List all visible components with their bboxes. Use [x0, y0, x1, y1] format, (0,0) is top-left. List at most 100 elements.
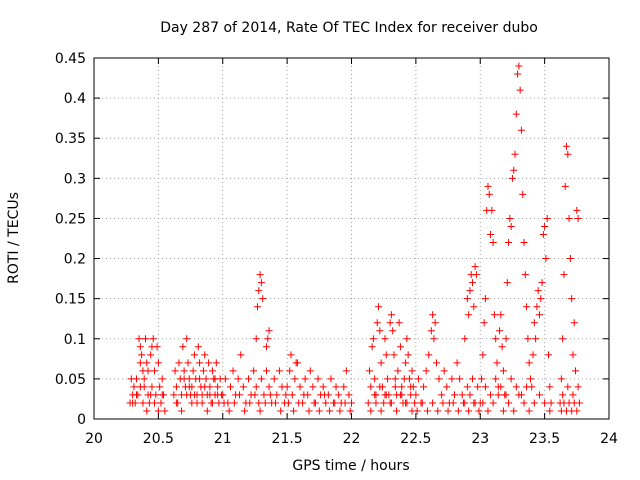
data-point — [517, 126, 525, 134]
data-point — [470, 303, 478, 311]
data-point — [510, 166, 518, 174]
data-point — [458, 391, 466, 399]
data-point — [521, 271, 529, 279]
data-point — [565, 214, 573, 222]
data-point — [484, 182, 492, 190]
y-tick-label: 0.2 — [64, 252, 86, 268]
data-point — [519, 190, 527, 198]
data-point — [320, 391, 328, 399]
data-point — [220, 399, 228, 407]
data-point — [292, 359, 300, 367]
x-tick-label: 22.5 — [400, 431, 431, 447]
data-point — [259, 295, 267, 303]
data-point — [574, 383, 582, 391]
data-point — [403, 335, 411, 343]
data-point — [569, 391, 577, 399]
data-point — [475, 407, 483, 415]
data-point — [201, 351, 209, 359]
data-point — [454, 407, 462, 415]
data-point — [566, 255, 574, 263]
y-tick-label: 0.45 — [55, 51, 86, 67]
data-point — [136, 359, 144, 367]
data-point — [391, 375, 399, 383]
data-point — [537, 295, 545, 303]
grid-lines — [94, 58, 609, 419]
data-point — [179, 343, 187, 351]
data-point — [381, 391, 389, 399]
data-point — [147, 351, 155, 359]
data-point — [326, 407, 334, 415]
data-point — [487, 391, 495, 399]
data-point — [561, 182, 569, 190]
data-point — [270, 375, 278, 383]
data-point — [185, 383, 193, 391]
data-point — [376, 327, 384, 335]
data-point — [319, 383, 327, 391]
data-point — [387, 311, 395, 319]
data-point — [390, 351, 398, 359]
data-point — [180, 367, 188, 375]
data-point — [505, 399, 513, 407]
x-tick-label: 22 — [343, 431, 361, 447]
data-point — [265, 327, 273, 335]
data-point — [402, 359, 410, 367]
data-point — [158, 391, 166, 399]
x-tick-label: 24 — [600, 431, 618, 447]
data-point — [288, 391, 296, 399]
data-point — [394, 367, 402, 375]
data-point — [310, 399, 318, 407]
y-axis-ticks: 0 0.05 0.1 0.15 0.2 0.25 0.3 0.35 0.4 0.45 — [55, 51, 609, 428]
data-point — [381, 335, 389, 343]
data-point — [386, 319, 394, 327]
data-point — [525, 359, 533, 367]
data-point — [573, 206, 581, 214]
data-point — [261, 399, 269, 407]
data-point — [189, 367, 197, 375]
data-point — [505, 239, 513, 247]
data-point — [440, 367, 448, 375]
data-point — [371, 375, 379, 383]
data-point — [481, 383, 489, 391]
data-point — [480, 319, 488, 327]
data-point — [331, 399, 339, 407]
data-point — [407, 383, 415, 391]
y-tick-label: 0.15 — [55, 292, 86, 308]
data-point — [254, 303, 262, 311]
data-point — [546, 383, 554, 391]
data-point — [322, 399, 330, 407]
data-point — [219, 391, 227, 399]
data-point — [132, 391, 140, 399]
data-point — [257, 375, 265, 383]
data-point — [377, 407, 385, 415]
data-point — [284, 399, 292, 407]
data-point — [226, 383, 234, 391]
data-point — [507, 375, 515, 383]
data-point — [135, 335, 143, 343]
data-point — [256, 407, 264, 415]
data-point — [221, 375, 229, 383]
data-point — [346, 407, 354, 415]
data-point — [402, 399, 410, 407]
data-point — [314, 375, 322, 383]
y-axis-label: ROTI / TECUs — [6, 192, 22, 284]
data-point — [332, 383, 340, 391]
data-point — [564, 383, 572, 391]
data-point — [525, 407, 533, 415]
data-point — [175, 359, 183, 367]
data-point — [456, 375, 464, 383]
y-tick-label: 0.35 — [55, 131, 86, 147]
data-point — [393, 407, 401, 415]
data-point — [463, 295, 471, 303]
data-point — [523, 303, 531, 311]
y-tick-label: 0.4 — [64, 91, 86, 107]
data-point — [530, 399, 538, 407]
data-point — [466, 391, 474, 399]
data-point — [465, 407, 473, 415]
data-point — [507, 222, 515, 230]
data-point — [559, 391, 567, 399]
data-point — [506, 214, 514, 222]
data-point — [151, 399, 159, 407]
data-point — [414, 375, 422, 383]
data-point — [208, 399, 216, 407]
data-point — [230, 399, 238, 407]
